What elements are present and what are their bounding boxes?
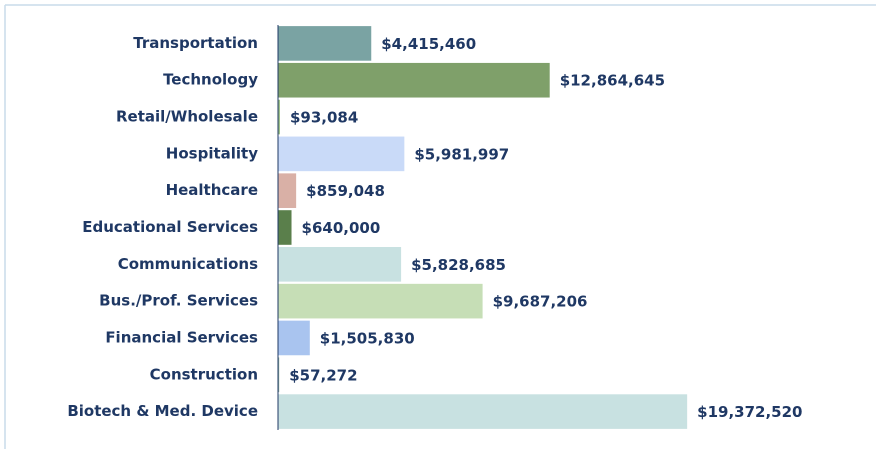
value-label: $93,084 xyxy=(290,109,358,127)
y-tick-label: Technology xyxy=(163,71,258,89)
bar xyxy=(278,320,310,356)
y-tick-label: Biotech & Med. Device xyxy=(67,402,258,420)
value-label: $4,415,460 xyxy=(381,35,476,53)
y-tick-label: Financial Services xyxy=(105,328,258,346)
y-tick-label: Communications xyxy=(118,255,258,273)
value-label: $1,505,830 xyxy=(320,329,415,347)
bar xyxy=(278,173,297,208)
y-tick-label: Educational Services xyxy=(82,218,258,236)
bar xyxy=(278,26,372,61)
value-label: $12,864,645 xyxy=(560,72,665,90)
y-tick-label: Transportation xyxy=(133,34,258,52)
bar xyxy=(278,394,688,429)
bar xyxy=(278,210,292,245)
value-label: $5,981,997 xyxy=(414,145,509,163)
y-tick-label: Healthcare xyxy=(166,181,258,199)
bar xyxy=(278,136,405,172)
y-tick-label: Hospitality xyxy=(166,144,258,162)
y-tick-label: Retail/Wholesale xyxy=(116,108,258,126)
value-label: $640,000 xyxy=(302,219,381,237)
bar xyxy=(278,247,402,282)
value-label: $5,828,685 xyxy=(411,256,506,274)
bar xyxy=(278,357,280,393)
value-label: $19,372,520 xyxy=(697,403,802,421)
bar xyxy=(278,62,550,98)
bar xyxy=(278,99,280,135)
value-label: $57,272 xyxy=(289,366,357,384)
y-tick-label: Bus./Prof. Services xyxy=(99,292,258,310)
value-label: $9,687,206 xyxy=(493,293,588,311)
value-label: $859,048 xyxy=(306,182,385,200)
y-tick-label: Construction xyxy=(150,365,258,383)
bar xyxy=(278,283,483,319)
